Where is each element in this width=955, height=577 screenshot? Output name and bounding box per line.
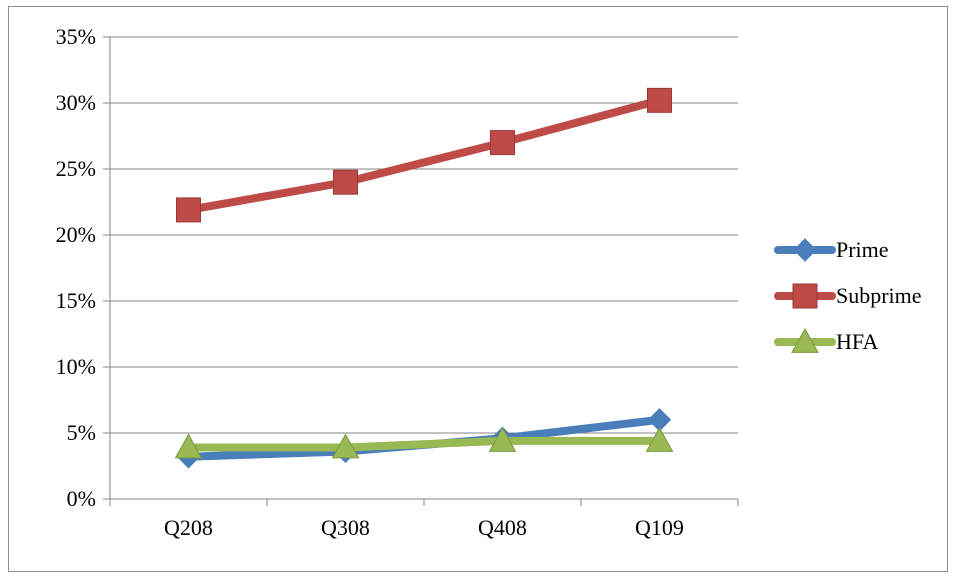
y-tick-label: 25% (56, 156, 96, 181)
legend-marker-subprime (792, 283, 818, 309)
x-tick-label: Q208 (164, 515, 213, 540)
legend-marker-hfa (791, 327, 819, 353)
y-tick-label: 15% (56, 288, 96, 313)
data-point-subprime (647, 87, 672, 113)
series-line-subprime (184, 96, 664, 214)
y-tick-label: 0% (67, 486, 96, 511)
x-tick-label: Q408 (478, 515, 527, 540)
legend-label: HFA (836, 329, 878, 354)
legend: Prime Subprime HFA (774, 237, 922, 354)
gridlines (110, 36, 738, 434)
data-point-hfa (488, 426, 517, 452)
legend-label: Subprime (836, 283, 922, 308)
y-tick-label: 30% (56, 90, 96, 115)
data-point-hfa (331, 433, 360, 459)
data-point-subprime (333, 169, 358, 195)
data-point-subprime (176, 197, 201, 223)
legend-marker-prime (793, 238, 817, 262)
chart-frame (8, 6, 948, 572)
x-tick-label: Q308 (321, 515, 370, 540)
series-line-hfa (184, 436, 664, 452)
y-tick-label: 35% (56, 24, 96, 49)
legend-label: Prime (836, 237, 889, 262)
y-tick-label: 5% (67, 420, 96, 445)
axes: 0% 5% 10% 15% 20% 25% 30% 35% Q208 Q308 Q408 Q109 (56, 24, 739, 540)
data-point-hfa (174, 433, 203, 459)
x-tick-label: Q109 (635, 515, 684, 540)
y-tick-label: 10% (56, 354, 96, 379)
series-layer (174, 87, 674, 469)
data-point-hfa (645, 426, 674, 452)
data-point-subprime (490, 130, 515, 156)
y-tick-label: 20% (56, 222, 96, 247)
